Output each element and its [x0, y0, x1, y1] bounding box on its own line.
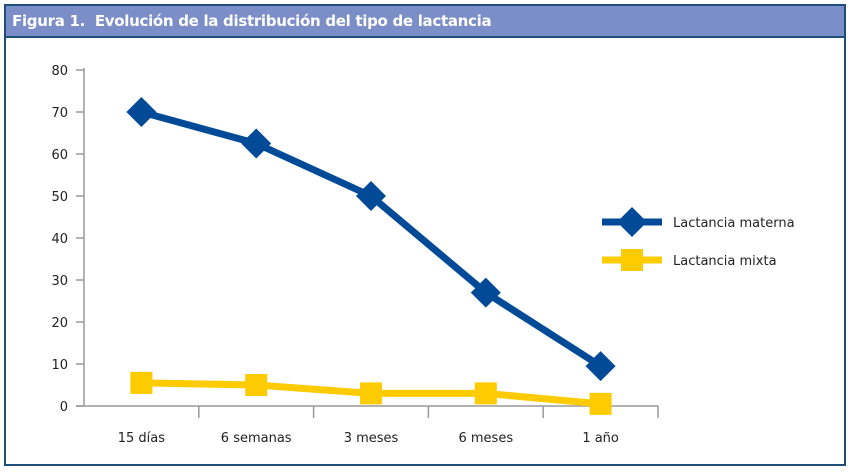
- chart-series: [126, 97, 616, 415]
- square-marker: [474, 382, 497, 405]
- y-tick-label: 80: [51, 64, 68, 79]
- y-tick-label: 0: [60, 400, 68, 415]
- legend-item-materna: Lactancia materna: [602, 207, 795, 237]
- y-tick-label: 10: [51, 358, 68, 373]
- chart-legend: Lactancia materna Lactancia mixta: [602, 207, 795, 271]
- diamond-marker: [356, 181, 386, 211]
- y-tick-label: 70: [51, 106, 68, 121]
- series-lactancia-mixta: [130, 371, 612, 415]
- y-tick-label: 40: [51, 232, 68, 247]
- diamond-marker: [241, 128, 272, 159]
- legend-label: Lactancia mixta: [673, 254, 777, 269]
- diamond-legend-icon: [617, 207, 647, 237]
- x-tick-label: 6 semanas: [221, 431, 292, 446]
- figure-header: Figura 1. Evolución de la distribución d…: [6, 6, 844, 38]
- y-tick-label: 60: [51, 148, 68, 163]
- square-marker: [245, 374, 268, 396]
- figure-label: Figura 1.: [12, 12, 85, 30]
- square-marker: [360, 382, 382, 405]
- diamond-marker: [470, 277, 501, 308]
- square-legend-icon: [621, 249, 643, 271]
- x-tick-label: 1 año: [582, 431, 619, 446]
- y-tick-label: 20: [51, 316, 68, 331]
- series-lactancia-materna: [126, 97, 616, 382]
- square-marker: [130, 371, 153, 394]
- diamond-marker: [126, 97, 157, 127]
- y-tick-label: 50: [51, 190, 68, 205]
- square-marker: [589, 392, 612, 415]
- x-tick-label: 15 días: [118, 431, 166, 446]
- legend-item-mixta: Lactancia mixta: [602, 249, 777, 271]
- figure-title: Figura 1. Evolución de la distribución d…: [12, 12, 492, 30]
- x-tick-label: 6 meses: [458, 431, 513, 446]
- legend-label: Lactancia materna: [673, 216, 795, 231]
- y-axis: 0 10 20 30 40 50 60 70 80: [51, 64, 85, 415]
- y-tick-label: 30: [51, 274, 68, 289]
- figure-title-text: Evolución de la distribución del tipo de…: [94, 12, 492, 30]
- diamond-marker: [585, 351, 616, 382]
- x-tick-label: 3 meses: [344, 431, 399, 446]
- x-axis: 15 días 6 semanas 3 meses 6 meses 1 año: [76, 405, 659, 446]
